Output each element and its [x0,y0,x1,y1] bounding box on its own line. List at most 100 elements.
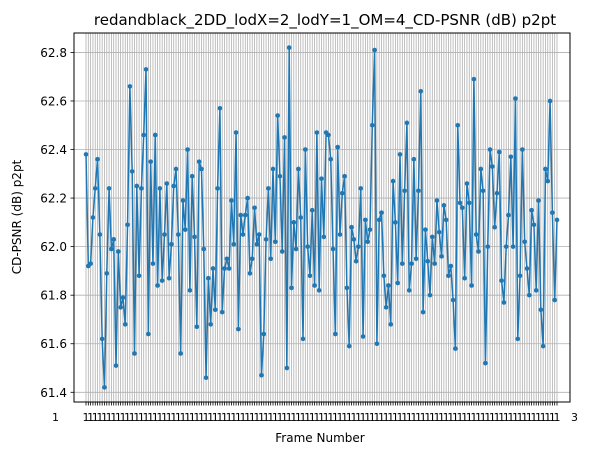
x-tick-label: 1 [110,411,117,424]
x-tick-label: 1 [83,411,90,424]
x-tick-label: 1 [124,411,131,424]
x-tick-label: 1 [530,411,537,424]
data-point [374,341,380,347]
data-point [277,173,283,179]
x-tick-label: 1 [489,411,496,424]
x-tick-label: 1 [484,411,491,424]
x-tick-label: 1 [175,411,182,424]
data-point [319,176,324,181]
data-point [229,198,234,203]
data-point [256,232,262,237]
data-point [524,266,530,271]
x-tick-label: 1 [369,411,376,424]
data-point [372,47,377,53]
x-tick-label: 1 [503,411,510,424]
data-point [245,195,250,201]
data-point [152,132,158,138]
data-point [106,186,112,191]
data-point [416,188,421,194]
data-point [393,220,398,225]
x-tick-label: 1 [378,411,385,424]
data-point [164,181,170,186]
data-point [434,198,440,203]
data-point [300,336,306,342]
data-point [275,113,280,118]
data-point [326,132,331,138]
data-point [231,241,237,247]
data-point [365,239,370,245]
data-point [529,207,534,213]
data-point [552,297,557,303]
data-point [418,88,424,94]
x-tick-label: 1 [332,411,339,424]
data-point [120,295,126,300]
data-point [480,188,486,194]
data-point [127,84,133,89]
data-point [425,258,431,264]
data-point [102,385,107,390]
data-point [554,217,560,223]
x-axis-label: Frame Number [275,431,364,445]
data-point [369,122,375,128]
x-tick-label: 1 [360,411,367,424]
data-point [457,200,463,206]
x-tick-label: 1 [341,411,348,424]
x-tick-label: 1 [461,411,468,424]
x-tick-label: 1 [230,411,237,424]
data-point [386,283,391,288]
data-point [520,147,525,152]
data-point [450,297,456,303]
x-tick-label: 1 [475,411,482,424]
data-point [540,343,546,349]
x-axis: 1111111111111111111111111111111111111111… [52,402,578,424]
data-point [460,205,465,211]
data-point [233,130,239,135]
data-point [199,166,204,172]
x-tick-label: 1 [87,411,94,424]
x-tick-label: 1 [493,411,500,424]
x-tick-label: 1 [355,411,362,424]
data-point [381,273,387,279]
x-tick-label: 1 [554,411,561,424]
x-tick-label: 1 [327,411,334,424]
data-point [217,105,223,111]
data-point [531,222,537,228]
x-tick-label: 1 [156,411,163,424]
data-point [339,190,345,196]
data-point [402,188,407,194]
data-point [291,220,297,225]
x-tick-label: 1 [281,411,288,424]
data-point [344,285,350,291]
data-point [466,200,472,206]
x-tick-label: 1 [133,411,140,424]
data-point [286,45,292,50]
x-tick-label: 1 [143,411,150,424]
x-tick-label: 1 [119,411,126,424]
chart-title: redandblack_2DD_lodX=2_lodY=1_OM=4_CD-PS… [94,11,556,30]
x-tick-label: 1 [392,411,399,424]
data-point [508,154,514,160]
data-point [305,244,310,249]
data-point [321,234,327,240]
data-point [536,198,541,203]
data-point [249,256,255,262]
x-tick-label: 1 [438,411,445,424]
data-point [284,365,290,371]
data-point [453,346,458,351]
x-tick-label: 1 [263,411,270,424]
data-point [307,273,313,279]
data-point [136,273,142,279]
x-tick-label: 1 [457,411,464,424]
data-point [162,232,167,237]
data-point [247,271,253,276]
data-point [194,324,200,330]
data-point [427,292,433,298]
data-point [298,215,304,220]
data-point [113,363,119,368]
x-tick-label: 1 [253,411,260,424]
data-point [132,351,137,356]
data-point [443,217,449,223]
data-point [125,222,130,228]
data-point [309,207,315,213]
data-point [171,183,177,189]
